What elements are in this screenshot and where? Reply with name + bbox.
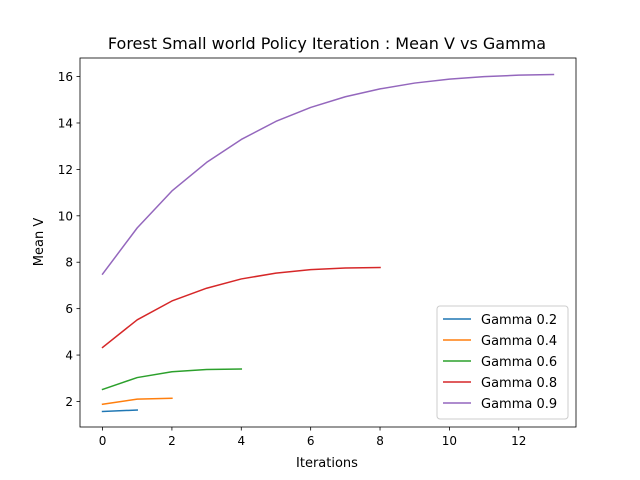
legend-label: Gamma 0.6 <box>481 355 557 370</box>
plot-area: 0 2 4 6 8 10 12 2 4 6 8 10 12 14 16 <box>58 57 577 448</box>
x-tick-label: 10 <box>442 434 457 448</box>
series-line-1 <box>101 397 173 406</box>
x-tick-label: 4 <box>237 434 245 448</box>
x-axis-label: Iterations <box>296 456 358 471</box>
legend-box <box>436 305 569 420</box>
y-axis-label: Mean V <box>32 218 47 267</box>
axes-frame <box>79 57 577 428</box>
y-tick-label: 8 <box>65 256 73 270</box>
y-tick-label: 10 <box>58 209 73 223</box>
y-tick-label: 6 <box>65 302 73 316</box>
series-line-3 <box>101 266 381 349</box>
y-tick-label: 12 <box>58 163 73 177</box>
y-tick-label: 2 <box>65 395 73 409</box>
legend-label: Gamma 0.4 <box>481 334 557 349</box>
legend-label: Gamma 0.8 <box>481 376 557 391</box>
x-tick-label: 6 <box>307 434 315 448</box>
y-tick-label: 14 <box>58 116 73 130</box>
series-line-2 <box>101 368 243 391</box>
chart-title: Forest Small world Policy Iteration : Me… <box>108 34 546 53</box>
series-line-4 <box>101 73 555 276</box>
y-tick-label: 16 <box>58 70 73 84</box>
series-line-0 <box>101 409 139 413</box>
x-tick-label: 2 <box>168 434 176 448</box>
y-tick-label: 4 <box>65 349 73 363</box>
x-tick-label: 8 <box>376 434 384 448</box>
x-tick-label: 0 <box>99 434 107 448</box>
legend-label: Gamma 0.2 <box>481 313 557 328</box>
legend: Gamma 0.2 Gamma 0.4 Gamma 0.6 Gamma 0.8 Gamm… <box>436 305 569 420</box>
x-tick-label: 12 <box>511 434 526 448</box>
legend-label: Gamma 0.9 <box>481 397 557 412</box>
